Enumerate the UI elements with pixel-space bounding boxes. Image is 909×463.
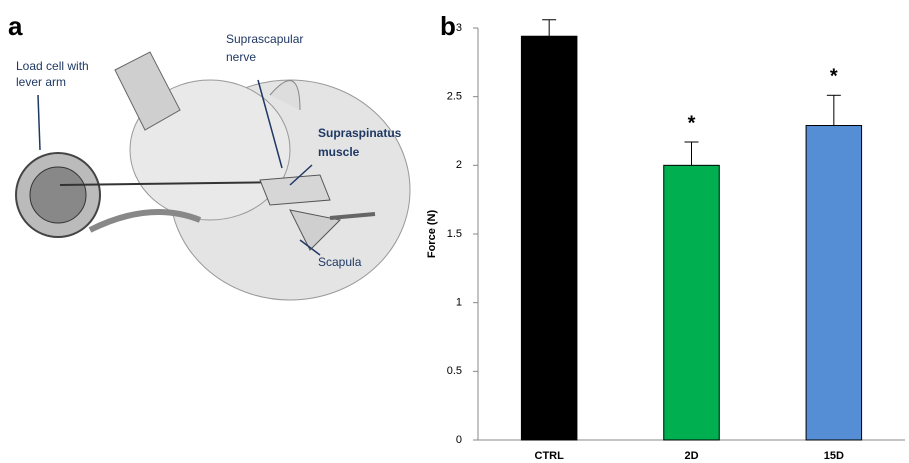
y-tick-label: 1.5 bbox=[447, 228, 462, 240]
annotation: muscle bbox=[318, 145, 360, 159]
y-tick-label: 0 bbox=[456, 434, 462, 446]
scapula-shape bbox=[289, 209, 342, 251]
lever-rod bbox=[59, 181, 291, 186]
y-tick-label: 2 bbox=[456, 159, 462, 171]
y-tick-label: 1 bbox=[456, 297, 462, 309]
arrow bbox=[289, 164, 313, 186]
panel-label: a bbox=[8, 11, 23, 41]
significance-star: * bbox=[830, 66, 838, 88]
x-tick-label: 15D bbox=[824, 450, 844, 462]
panel-label: b bbox=[440, 11, 456, 41]
forelimb bbox=[88, 209, 202, 233]
bar bbox=[520, 35, 578, 441]
annotation: Suprascapular bbox=[226, 32, 303, 46]
x-tick-label: 2D bbox=[684, 450, 698, 462]
load-cell-inner bbox=[29, 166, 87, 224]
arrow bbox=[257, 79, 283, 169]
annotation: nerve bbox=[226, 50, 256, 64]
y-tick-label: 3 bbox=[456, 22, 462, 34]
y-tick-label: 2.5 bbox=[447, 91, 462, 103]
annotation: Scapula bbox=[318, 255, 362, 269]
significance-star: * bbox=[688, 112, 696, 134]
bar bbox=[805, 125, 863, 441]
annotation: Load cell with bbox=[16, 59, 89, 73]
retractor bbox=[329, 212, 376, 220]
arrow bbox=[299, 239, 321, 256]
annotation: lever arm bbox=[16, 75, 66, 89]
nose-cone bbox=[114, 51, 181, 131]
y-tick-label: 0.5 bbox=[447, 365, 462, 377]
annotation: Supraspinatus bbox=[318, 126, 402, 140]
bar bbox=[663, 164, 720, 441]
y-axis-label: Force (N) bbox=[426, 210, 438, 259]
illustration bbox=[15, 51, 411, 301]
arrow bbox=[37, 94, 41, 151]
ear bbox=[269, 80, 301, 111]
x-tick-label: CTRL bbox=[535, 450, 565, 462]
